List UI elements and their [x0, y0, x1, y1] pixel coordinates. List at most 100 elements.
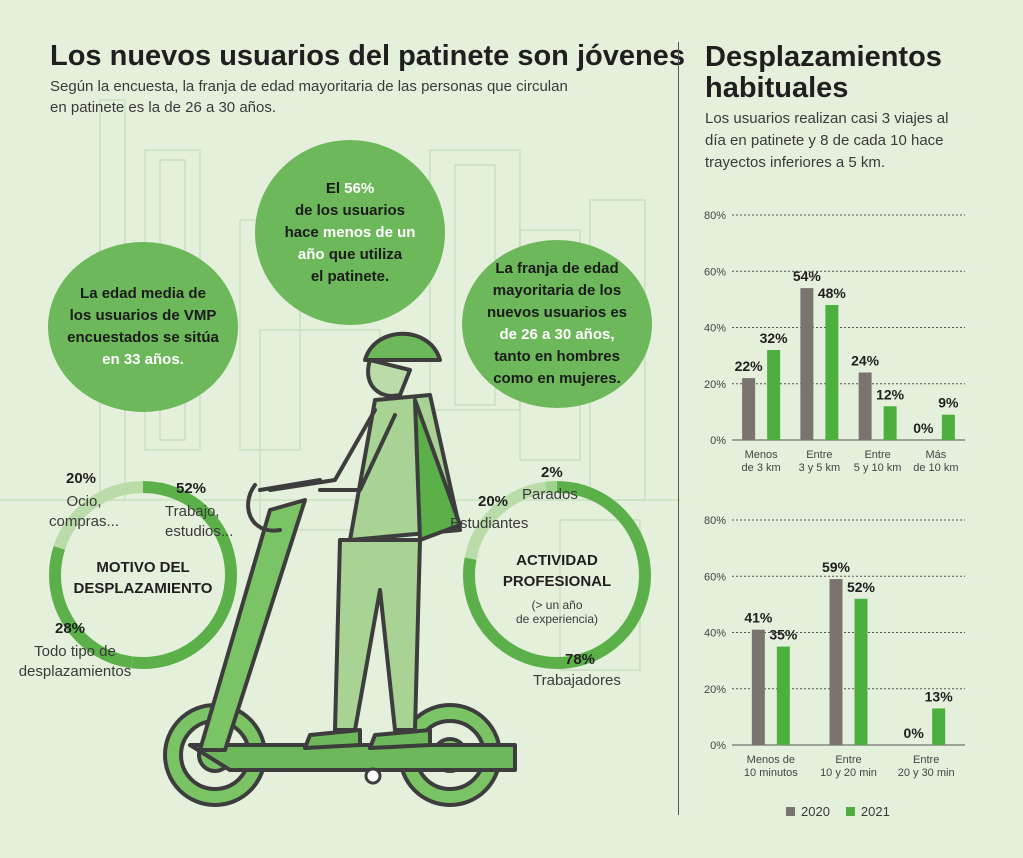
- bar-value-label: 54%: [793, 268, 822, 284]
- right-subtitle-line: trayectos inferiores a 5 km.: [705, 154, 886, 171]
- actividad-pct-workers: 78%: [565, 651, 596, 668]
- bubble-users-highlight: 56%: [344, 179, 375, 197]
- column-divider: [678, 42, 679, 815]
- actividad-note-line: de experiencia): [515, 612, 599, 626]
- bar-value-label: 41%: [744, 610, 773, 626]
- motivo-title-line: MOTIVO DEL: [96, 559, 190, 576]
- x-category-label: Más: [925, 449, 946, 461]
- motivo-label-line: Trabajo,: [165, 503, 220, 520]
- x-category-label: Entre: [835, 754, 861, 766]
- motivo-pct-leisure: 20%: [66, 470, 97, 487]
- bubble-users-text: de los usuarios: [294, 201, 406, 219]
- x-category-label: Entre: [864, 449, 890, 461]
- motivo-label-line: desplazamientos: [18, 663, 132, 680]
- right-subtitle: Los usuarios realizan casi 3 viajes al d…: [705, 108, 948, 174]
- left-subtitle-line1: Según la encuesta, la franja de edad may…: [50, 78, 568, 95]
- right-subtitle-line: Los usuarios realizan casi 3 viajes al: [705, 110, 949, 127]
- right-title: Desplazamientos habituales: [705, 42, 942, 104]
- bar-value-label: 35%: [769, 627, 798, 643]
- y-tick-label: 20%: [704, 379, 726, 391]
- actividad-ring-chart: [463, 481, 651, 669]
- bar-2020: [751, 629, 765, 745]
- bar-2021: [932, 708, 946, 745]
- x-category-label: Entre: [806, 449, 832, 461]
- bubble-range-line: tanto en hombres: [494, 348, 620, 365]
- right-subtitle-line: día en patinete y 8 de cada 10 hace: [705, 132, 944, 149]
- x-category-label: 20 y 30 min: [898, 767, 955, 779]
- bar-value-label: 59%: [822, 559, 851, 575]
- bar-value-label: 12%: [876, 386, 905, 402]
- legend-swatch-2020: [786, 807, 795, 816]
- bar-value-label: 24%: [851, 353, 880, 369]
- bar-2021: [776, 646, 790, 745]
- right-title-line: habituales: [705, 72, 849, 104]
- bar-value-label: 0%: [904, 725, 925, 741]
- actividad-label-students: Estudiantes: [450, 515, 529, 532]
- bubble-age-highlight: en 33 años.: [102, 351, 184, 368]
- bubble-range-line: como en mujeres.: [493, 370, 621, 387]
- actividad-title: ACTIVIDAD PROFESIONAL: [472, 550, 642, 592]
- left-subtitle-line2: en patinete es la de 26 a 30 años.: [50, 99, 277, 116]
- motivo-ring-chart: [49, 481, 237, 669]
- motivo-ring-segment-0: [131, 481, 237, 669]
- left-subtitle: Según la encuesta, la franja de edad may…: [50, 76, 568, 118]
- x-category-label: de 10 km: [913, 462, 958, 474]
- bubble-range-line: mayoritaria de los: [492, 282, 622, 299]
- actividad-note-line: (> un año: [531, 598, 583, 612]
- bar-value-label: 52%: [847, 579, 876, 595]
- motivo-title-line: DESPLAZAMIENTO: [73, 580, 213, 597]
- bar-value-label: 9%: [938, 395, 959, 411]
- actividad-ring-segment-0: [463, 481, 651, 669]
- bubble-users-text: el patinete.: [310, 267, 390, 285]
- bar-value-label: 22%: [735, 358, 764, 374]
- motivo-label-all: Todo tipo de desplazamientos: [10, 642, 140, 682]
- right-title-line: Desplazamientos: [705, 41, 942, 73]
- legend-label-2021: 2021: [860, 804, 890, 819]
- x-category-label: de 3 km: [742, 462, 781, 474]
- y-tick-label: 60%: [704, 571, 726, 583]
- bubble-age-range: La franja de edad mayoritaria de los nue…: [462, 240, 652, 408]
- y-tick-label: 80%: [704, 210, 726, 222]
- motivo-label-line: estudios...: [165, 523, 234, 540]
- motivo-label-line: Ocio,: [66, 493, 102, 510]
- actividad-note: (> un año de experiencia): [492, 598, 622, 626]
- bar-2021: [883, 406, 897, 440]
- actividad-label-unemployed: Parados: [522, 486, 578, 503]
- y-tick-label: 40%: [704, 628, 726, 640]
- bar-2021: [825, 305, 839, 440]
- actividad-title-line: ACTIVIDAD: [516, 552, 598, 569]
- motivo-title: MOTIVO DEL DESPLAZAMIENTO: [60, 557, 226, 599]
- y-tick-label: 80%: [704, 515, 726, 527]
- scooter-rider-illustration: [163, 331, 517, 807]
- motivo-label-work: Trabajo, estudios...: [165, 502, 233, 542]
- y-tick-label: 0%: [710, 435, 726, 447]
- motivo-label-line: compras...: [48, 513, 120, 530]
- bar-2021: [767, 350, 781, 440]
- bubble-users-text: El: [325, 179, 345, 197]
- bubble-range-highlight: de 26 a 30 años,: [499, 326, 615, 343]
- motivo-ring-segment-2: [53, 481, 144, 550]
- bar-value-label: 48%: [818, 285, 847, 301]
- bubble-age-line: encuestados se sitúa: [67, 329, 219, 346]
- legend-label-2020: 2020: [801, 804, 830, 819]
- y-tick-label: 40%: [704, 323, 726, 335]
- bar-value-label: 32%: [760, 330, 789, 346]
- bubble-users-highlight: menos de un: [322, 223, 416, 241]
- bubble-age-line: los usuarios de VMP: [69, 307, 217, 324]
- bubble-age-line: La edad media de: [80, 285, 206, 302]
- x-category-label: 5 y 10 km: [854, 462, 902, 474]
- x-category-label: 10 minutos: [744, 767, 798, 779]
- motivo-pct-work: 52%: [176, 480, 207, 497]
- bubble-users-highlight: año: [297, 245, 325, 263]
- y-tick-label: 60%: [704, 266, 726, 278]
- actividad-label-workers: Trabajadores: [533, 672, 621, 689]
- bubble-average-age: La edad media de los usuarios de VMP enc…: [48, 242, 238, 412]
- bubble-users-text: que utiliza: [324, 245, 403, 263]
- chart-legend: 2020 2021: [786, 804, 890, 819]
- legend-swatch-2021: [845, 807, 855, 816]
- bar-2020: [800, 288, 814, 440]
- bar-value-label: 0%: [913, 420, 934, 436]
- actividad-title-line: PROFESIONAL: [502, 573, 612, 590]
- motivo-pct-all: 28%: [55, 620, 86, 637]
